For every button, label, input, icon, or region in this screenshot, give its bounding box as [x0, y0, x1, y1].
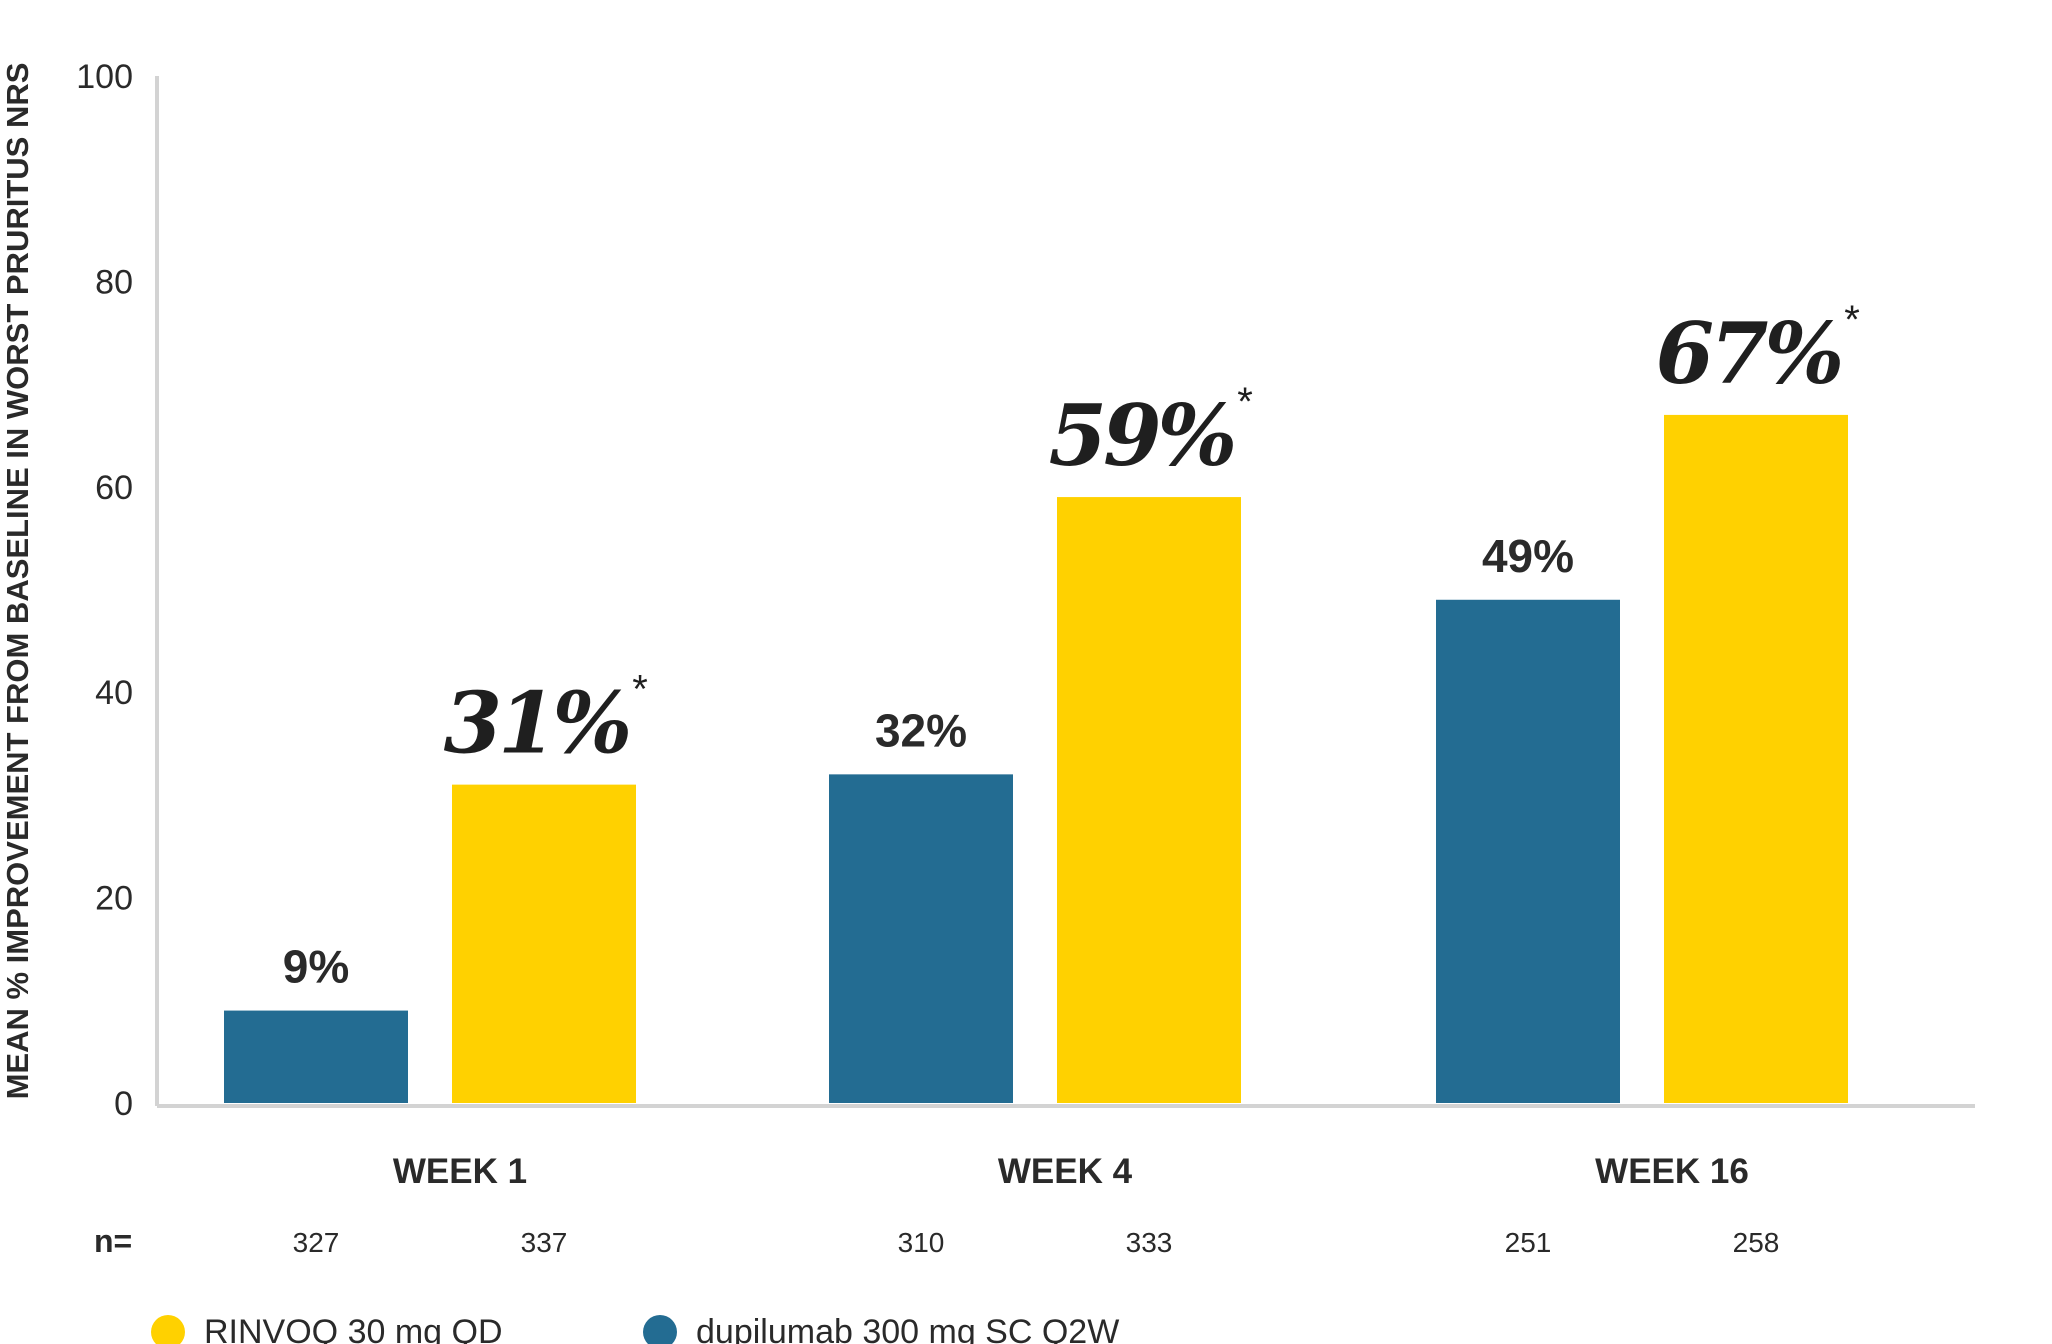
legend-swatch	[151, 1315, 185, 1344]
bar-rinvoq	[1664, 414, 1848, 1103]
category-label: WEEK 4	[998, 1152, 1133, 1191]
legend-label: dupilumab 300 mg SC Q2W	[696, 1313, 1119, 1344]
category-label: WEEK 16	[1595, 1152, 1749, 1191]
y-tick-label: 100	[76, 58, 133, 96]
n-count-dupilumab: 327	[293, 1227, 340, 1258]
value-label-dupilumab: 9%	[283, 941, 349, 993]
y-tick-label: 80	[95, 263, 133, 301]
axes	[155, 76, 1975, 1108]
n-count-dupilumab: 251	[1505, 1227, 1552, 1258]
significance-marker: *	[1844, 298, 1860, 342]
value-label-rinvoq: 59%	[1049, 386, 1235, 485]
value-label-rinvoq: 31%	[444, 674, 630, 773]
category-label: WEEK 1	[393, 1152, 527, 1191]
bar-dupilumab	[1436, 599, 1620, 1103]
n-count-dupilumab: 310	[898, 1227, 945, 1258]
y-tick-label: 60	[95, 469, 133, 507]
y-tick-labels: 0 20 40 60 80 100	[76, 58, 133, 1123]
bar-rinvoq	[1057, 497, 1241, 1103]
y-axis-label: MEAN % IMPROVEMENT FROM BASELINE IN WORS…	[0, 63, 35, 1100]
bar-dupilumab	[829, 774, 1013, 1103]
n-count-rinvoq: 333	[1126, 1227, 1173, 1258]
value-label-rinvoq: 67%	[1656, 304, 1842, 403]
bar-dupilumab	[224, 1010, 408, 1103]
n-count-rinvoq: 337	[521, 1227, 568, 1258]
n-count-rinvoq: 258	[1733, 1227, 1780, 1258]
category-labels: WEEK 1 WEEK 4 WEEK 16	[393, 1152, 1749, 1191]
y-axis-title: MEAN % IMPROVEMENT FROM BASELINE IN WORS…	[0, 63, 35, 1100]
n-row: n= 327 337 310 333 251 258	[94, 1223, 1779, 1259]
significance-marker: *	[632, 668, 648, 712]
y-tick-label: 0	[114, 1085, 133, 1123]
value-label-dupilumab: 49%	[1482, 530, 1574, 582]
legend-label: RINVOQ 30 mg QD	[204, 1313, 503, 1344]
significance-marker: *	[1237, 380, 1253, 424]
legend: RINVOQ 30 mg QD dupilumab 300 mg SC Q2W	[151, 1313, 1119, 1344]
bar-rinvoq	[452, 784, 636, 1103]
y-tick-label: 20	[95, 880, 133, 918]
value-label-dupilumab: 32%	[875, 704, 967, 756]
y-tick-label: 40	[95, 674, 133, 712]
value-labels: 9%31% *32%59% *49%67% *	[283, 298, 1860, 993]
legend-swatch	[643, 1315, 677, 1344]
bars	[224, 414, 1848, 1103]
n-prefix-label: n=	[94, 1223, 132, 1259]
